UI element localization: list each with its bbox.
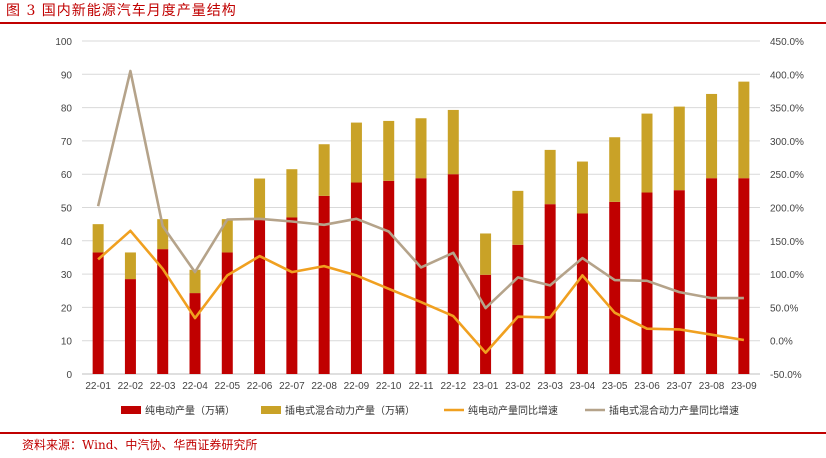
- y-right-tick-label: 50.0%: [770, 303, 798, 314]
- line-bev-yoy: [97, 229, 745, 355]
- bar-bev: [673, 190, 685, 374]
- bar-phev: [512, 190, 524, 245]
- chart-title: 图 3 国内新能源汽车月度产量结构: [6, 3, 237, 19]
- bar-bev: [609, 201, 621, 374]
- x-tick-label: 23-06: [634, 381, 660, 392]
- legend-label: 纯电动产量同比增速: [468, 404, 558, 417]
- x-tick-label: 22-04: [182, 381, 208, 392]
- bar-phev: [92, 224, 104, 253]
- bar-bev: [738, 178, 750, 374]
- bar-phev: [609, 137, 621, 202]
- bar-phev: [576, 161, 588, 214]
- y-right-tick-label: 250.0%: [770, 170, 804, 181]
- line-phev-yoy: [96, 69, 744, 310]
- bar-phev: [544, 149, 556, 205]
- y-right-tick-label: 300.0%: [770, 137, 804, 148]
- bar-bev: [350, 182, 362, 374]
- bar-phev: [447, 109, 459, 175]
- bar-bev: [157, 249, 169, 374]
- x-tick-label: 23-07: [666, 381, 692, 392]
- y-right-tick-label: -50.0%: [770, 370, 802, 381]
- legend-swatch: [261, 406, 281, 414]
- x-tick-label: 23-02: [505, 381, 531, 392]
- bar-bev: [576, 213, 588, 374]
- bar-phev: [221, 219, 233, 253]
- y-left-tick-label: 50: [61, 204, 73, 215]
- legend: 纯电动产量（万辆） 插电式混合动力产量（万辆） 纯电动产量同比增速 插电式混合动力产量…: [121, 404, 739, 417]
- x-tick-label: 22-03: [150, 381, 176, 392]
- y-left-tick-label: 60: [61, 170, 73, 181]
- bar-phev: [286, 169, 298, 218]
- bar-bev: [480, 274, 492, 374]
- bar-phev: [706, 93, 718, 179]
- bar-phev: [189, 269, 201, 294]
- bar-bev: [447, 174, 459, 374]
- bottom-rule: [0, 432, 826, 434]
- x-tick-label: 22-06: [247, 381, 273, 392]
- y-left-tick-label: 80: [61, 104, 73, 115]
- y-left-tick-label: 100: [55, 37, 72, 48]
- bar-phev: [738, 81, 750, 179]
- combo-chart: 0 10 20 30 40 50 60 70 80 90 100 -50.0% 0.0% 50.0% 10…: [55, 37, 804, 417]
- x-tick-label: 22-08: [311, 381, 337, 392]
- bar-phev: [318, 144, 330, 196]
- bar-bev: [221, 252, 233, 374]
- bar-phev: [124, 252, 136, 280]
- x-tick-label: 22-12: [440, 381, 466, 392]
- y-left-tick-label: 70: [61, 137, 73, 148]
- bar-bev: [286, 217, 298, 374]
- y-right-tick-label: 0.0%: [770, 337, 793, 348]
- y-left-tick-label: 0: [66, 370, 72, 381]
- y-left-tick-label: 40: [61, 237, 73, 248]
- legend-label: 插电式混合动力产量同比增速: [609, 404, 739, 417]
- bar-phev: [383, 120, 395, 181]
- bar-bev: [383, 180, 395, 374]
- y-left-tick-label: 90: [61, 70, 73, 81]
- bar-phev: [641, 113, 653, 193]
- y-left-tick-label: 10: [61, 337, 73, 348]
- bar-bev: [92, 252, 104, 374]
- y-right-tick-label: 100.0%: [770, 270, 804, 281]
- y-right-tick-label: 450.0%: [770, 37, 804, 48]
- bar-bev: [415, 178, 427, 374]
- x-tick-label: 23-04: [570, 381, 596, 392]
- legend-swatch: [121, 406, 141, 414]
- bar-bev: [124, 279, 136, 374]
- bar-bev: [544, 204, 556, 374]
- bar-bev: [706, 178, 718, 374]
- y-right-tick-label: 400.0%: [770, 70, 804, 81]
- bar-phev: [350, 122, 362, 183]
- x-tick-label: 23-09: [731, 381, 757, 392]
- bar-phev: [415, 118, 427, 179]
- bar-phev: [157, 219, 169, 250]
- y-right-tick-label: 350.0%: [770, 104, 804, 115]
- x-tick-label: 22-01: [85, 381, 111, 392]
- x-tick-label: 23-01: [473, 381, 499, 392]
- top-rule: [0, 22, 826, 24]
- bar-phev: [480, 233, 492, 275]
- bar-bev: [641, 192, 653, 374]
- bar-bev: [189, 293, 201, 374]
- x-tick-label: 22-09: [344, 381, 370, 392]
- bar-phev: [254, 178, 266, 220]
- bar-bev: [512, 244, 524, 374]
- x-tick-label: 23-08: [699, 381, 725, 392]
- x-tick-label: 23-03: [537, 381, 563, 392]
- y-left-tick-label: 30: [61, 270, 73, 281]
- x-tick-label: 22-11: [409, 381, 434, 392]
- y-right-tick-label: 150.0%: [770, 237, 804, 248]
- legend-label: 纯电动产量（万辆）: [145, 404, 235, 417]
- x-tick-label: 23-05: [602, 381, 628, 392]
- bar-bev: [318, 195, 330, 374]
- legend-label: 插电式混合动力产量（万辆）: [285, 404, 415, 417]
- source-note: 资料来源：Wind、中汽协、华西证券研究所: [22, 438, 258, 452]
- y-right-tick-label: 200.0%: [770, 204, 804, 215]
- bar-bev: [254, 219, 266, 374]
- x-tick-label: 22-02: [118, 381, 144, 392]
- y-left-tick-label: 20: [61, 303, 73, 314]
- x-tick-label: 22-07: [279, 381, 305, 392]
- x-tick-label: 22-10: [376, 381, 402, 392]
- bar-phev: [673, 106, 685, 191]
- x-tick-label: 22-05: [214, 381, 240, 392]
